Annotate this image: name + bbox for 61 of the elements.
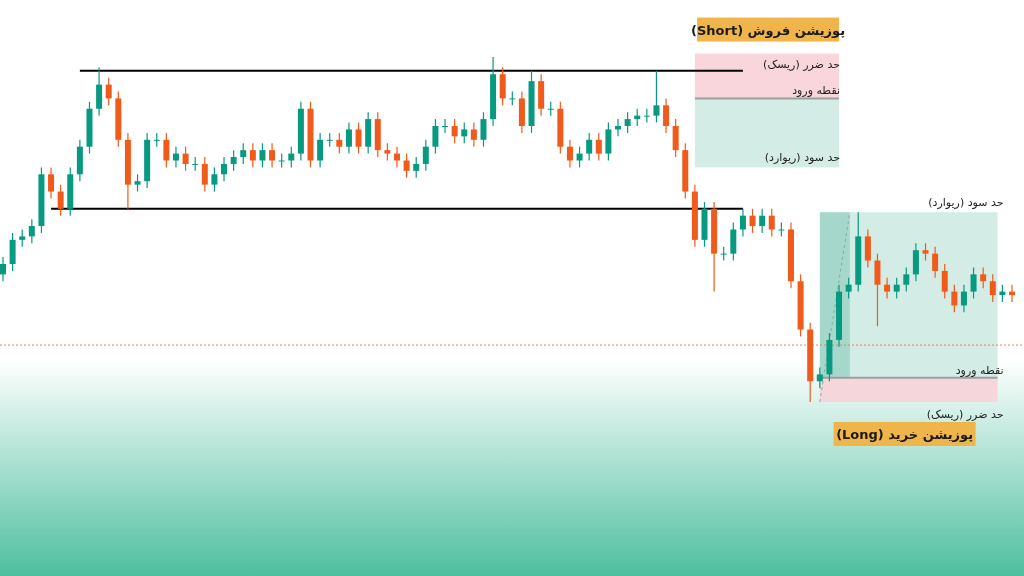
candlestick [0,256,6,282]
candlestick [653,70,660,124]
ref-line-label: نقطه ورود [955,363,1004,377]
candlestick [240,142,247,165]
band-label: حد ضرر (ریسک) [926,408,1004,421]
text: پوزیشن خرید (Long) [836,427,974,442]
candlestick [816,366,823,389]
candlestick [221,156,228,182]
candlestick [884,277,891,300]
candlestick [749,208,756,234]
candlestick [576,146,583,168]
candlestick [105,77,112,106]
band-label: حد سود (ریوارد) [764,151,841,165]
candlestick [269,142,276,168]
candlestick [403,153,410,179]
candlestick [211,166,218,193]
candlestick [172,146,179,168]
candlestick [288,146,295,168]
candlestick [442,118,449,134]
candlestick [259,142,266,168]
candlestick [595,132,602,162]
candlestick [393,146,400,168]
candlestick [989,273,996,303]
candlestick [941,263,948,300]
band-label: حد ضرر (ریسک) [763,57,841,71]
candlestick [249,142,256,168]
candlestick [893,277,900,300]
candlestick [451,118,458,144]
candlestick [480,111,487,148]
candlestick [57,184,64,217]
candlestick [768,208,775,237]
candlestick [345,121,352,155]
ref-line-label: نقطه ورود [792,84,841,98]
candlestick [230,149,237,172]
candlestick [461,121,468,144]
candlestick [48,166,55,200]
candlestick [739,208,746,237]
candlestick [470,121,477,148]
candlestick [759,208,766,234]
candlestick [960,284,967,313]
candlestick [163,132,170,168]
candlestick [413,156,420,179]
candlestick [336,132,343,155]
candlestick [201,156,208,193]
candlestick [566,139,573,168]
candlestick [932,246,939,279]
candlestick [28,218,35,244]
candlestick [845,277,852,300]
candlestick [317,132,324,168]
candlestick [432,118,439,155]
candlestick [980,266,987,289]
candlestick [355,121,362,155]
candlestick [951,284,958,313]
candlestick [624,111,631,134]
candlestick [970,266,977,300]
band-label: حد سود (ریوارد) [928,196,1004,210]
candlestick [663,97,670,134]
candlestick [422,139,429,172]
candlestick [903,266,910,293]
candlestick [182,146,189,172]
candlestick [586,132,593,162]
